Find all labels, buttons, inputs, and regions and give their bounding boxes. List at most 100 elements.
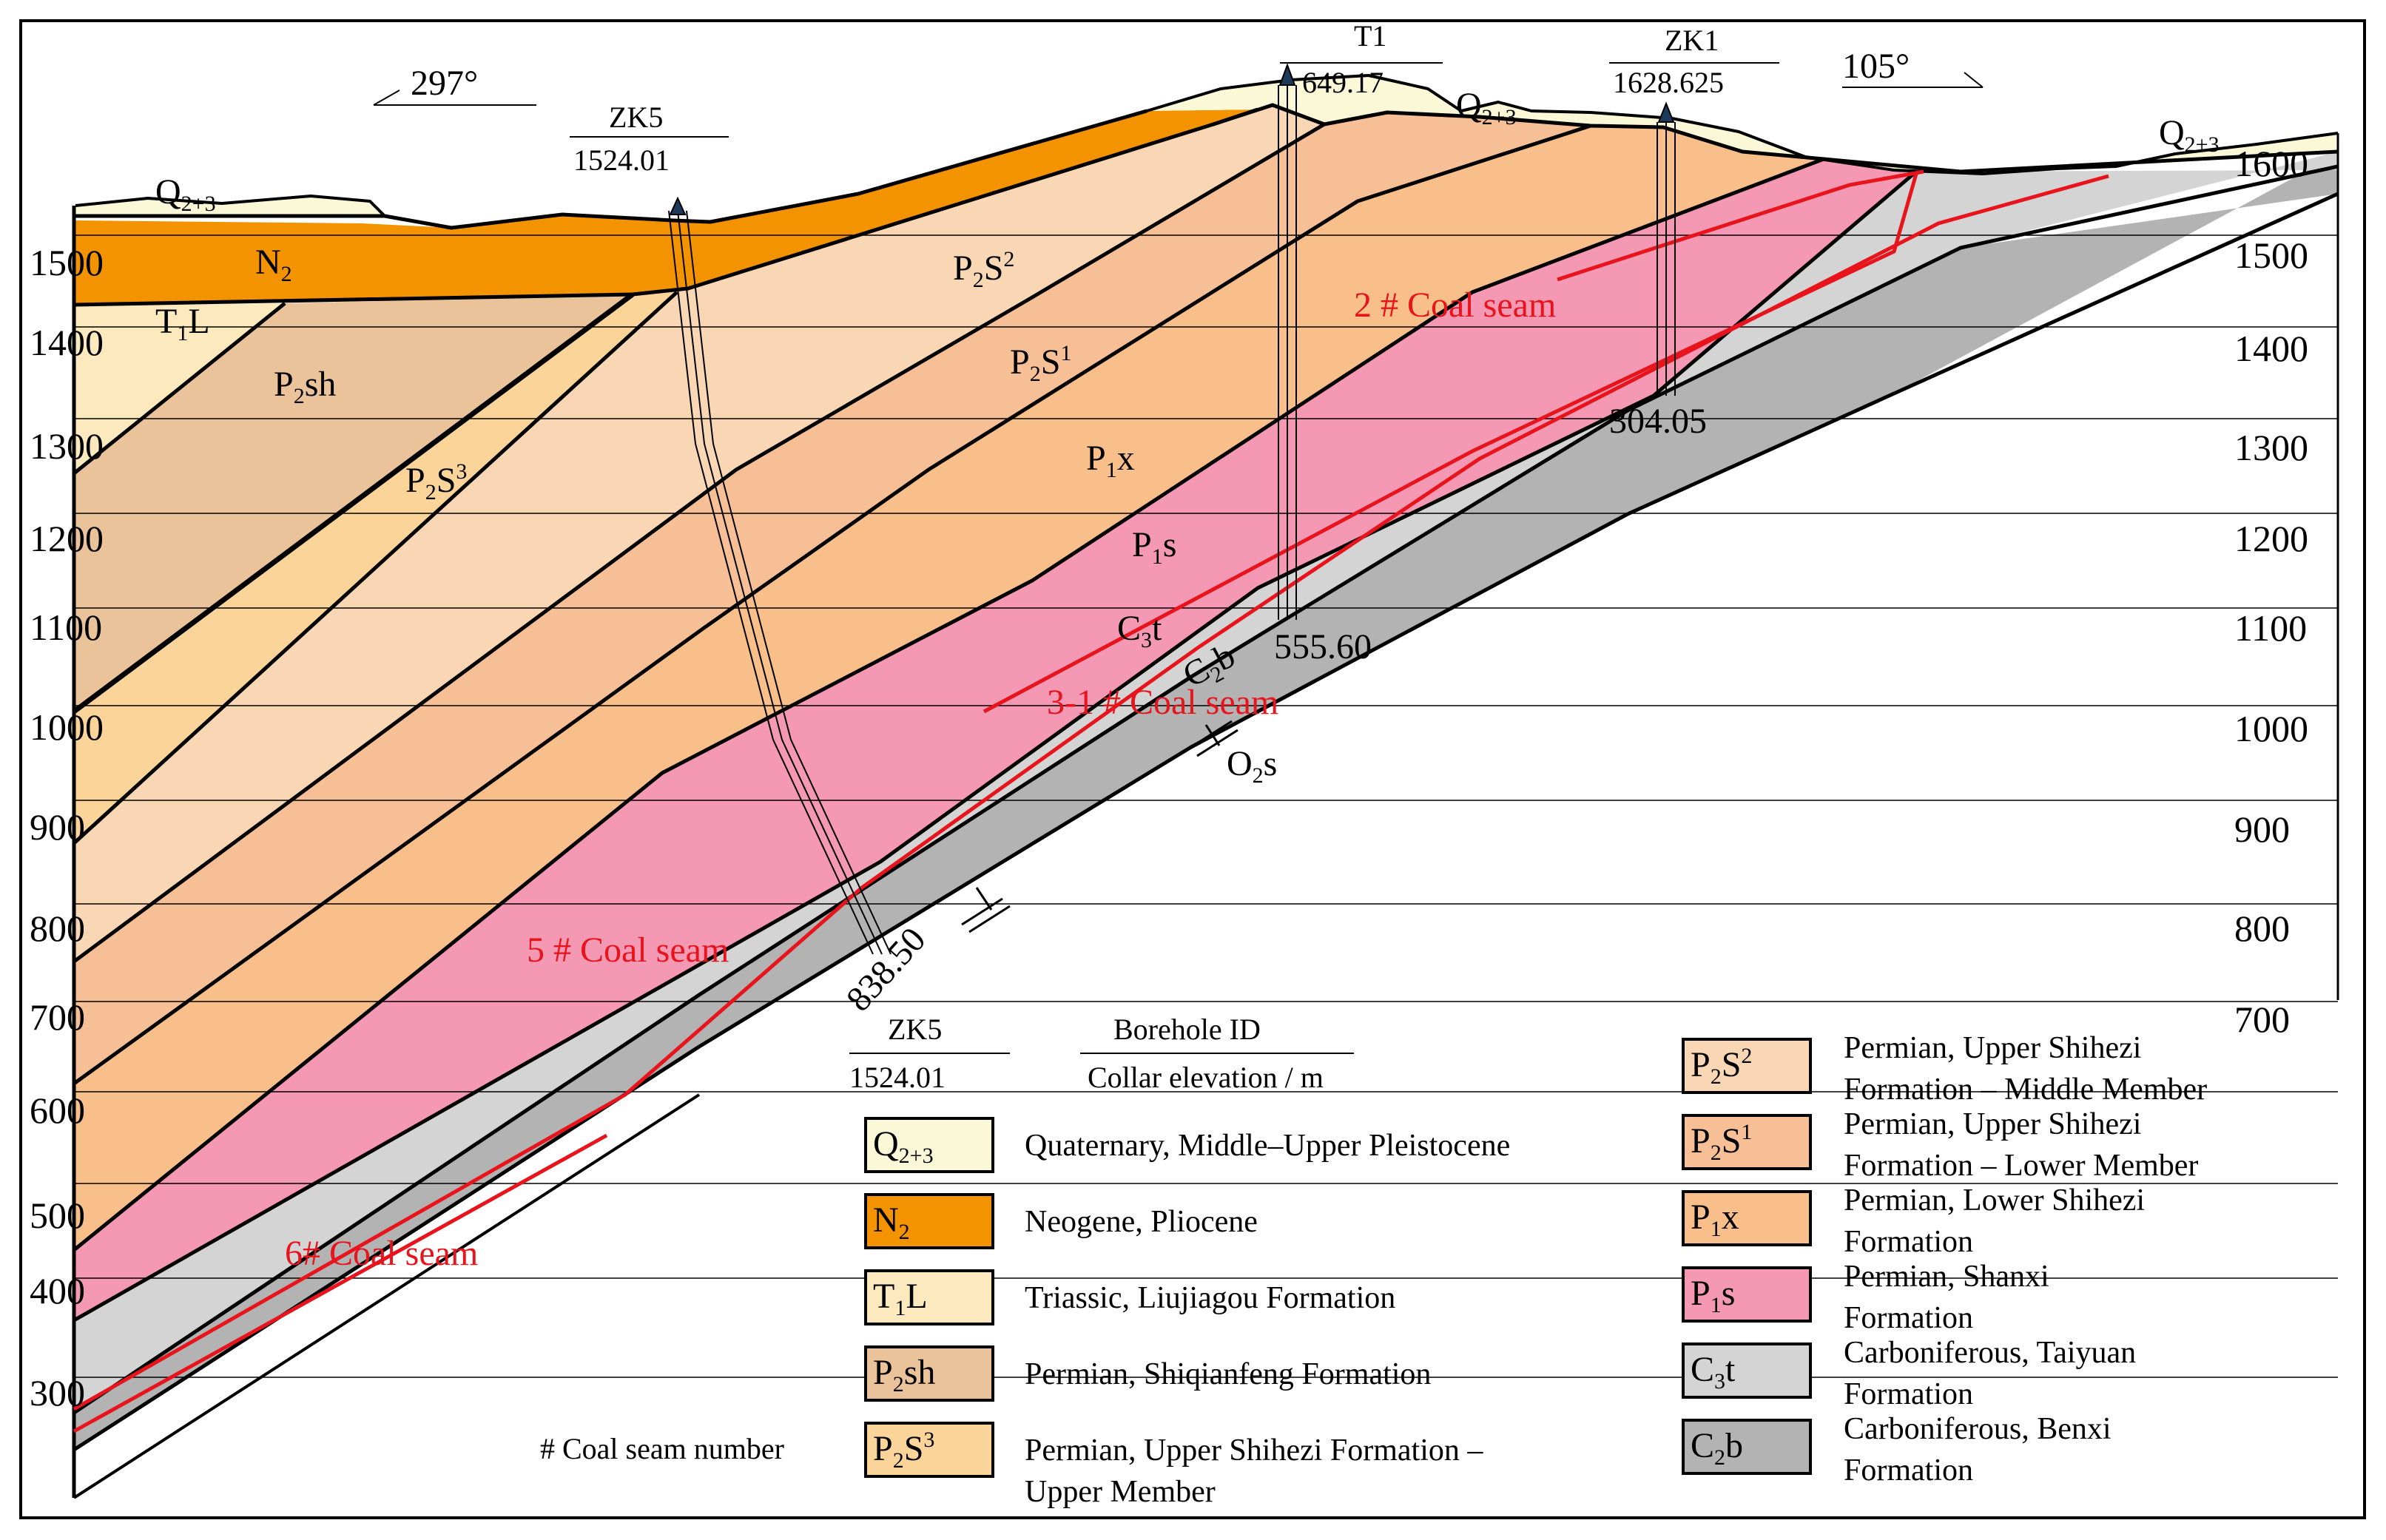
legend-swatch [864, 1345, 994, 1402]
azimuth-right: 105° [1842, 47, 1984, 88]
legend-symbol: P2S1 [1691, 1120, 1752, 1165]
legend-header: ZK5 1524.01 Borehole ID Collar elevation… [540, 1013, 1354, 1465]
t1-header: T1 649.17 555.60 [1274, 19, 1443, 666]
legend-description: Formation [1844, 1225, 1973, 1259]
elev-left: 500 [30, 1195, 85, 1236]
elev-left: 1500 [30, 242, 104, 283]
borehole-zk1 [1657, 101, 1676, 396]
coal-seam-2-label: 2 # Coal seam [1354, 286, 1556, 325]
legend-item-t1l: T1L Triassic, Liujiagou Formation [864, 1269, 1395, 1325]
elev-left: 1400 [30, 322, 104, 363]
legend-swatch [1682, 1114, 1812, 1170]
legend-item-q: Q2+3 Quaternary, Middle–Upper Pleistocene [864, 1117, 1510, 1173]
legend-description: Permian, Shiqianfeng Formation [1025, 1357, 1431, 1391]
stratum-labels: Q2+3 Q2+3 Q2+3 N2 T1L P2sh P2S3 P2S2 P2S… [155, 86, 2220, 788]
legend-description: Formation [1844, 1377, 1973, 1411]
layer-n2 [75, 109, 1258, 305]
zk1-id: ZK1 [1665, 24, 1719, 57]
label-p2s2: P2S2 [953, 247, 1014, 292]
elev-left: 600 [30, 1090, 85, 1131]
elevation-axis-left: 1500 1400 1300 1200 1100 1000 900 800 70… [30, 242, 104, 1414]
label-p2sh: P2sh [274, 365, 336, 408]
legend-item-n2: N2 Neogene, Pliocene [864, 1193, 1258, 1249]
elev-right: 900 [2234, 808, 2290, 850]
borehole-t1 [1278, 63, 1297, 620]
coal-seam-labels: 2 # Coal seam 3-1 # Coal seam 5 # Coal s… [285, 286, 1556, 1273]
coal-seam-31-line [983, 173, 1918, 714]
coal-seam-5-label: 5 # Coal seam [527, 931, 729, 970]
t1-depth: 555.60 [1274, 627, 1372, 666]
legend-symbol: P2sh [873, 1353, 935, 1397]
legend-description: Permian, Lower Shihezi [1844, 1183, 2145, 1218]
legend-description: Neogene, Pliocene [1025, 1205, 1258, 1239]
legend-description: Carboniferous, Taiyuan [1844, 1336, 2136, 1370]
coal-seam-6-label: 6# Coal seam [285, 1234, 478, 1273]
label-q-mid: Q2+3 [1456, 86, 1517, 129]
elevation-gridlines [74, 234, 2338, 1378]
borehole-zk5 [668, 196, 892, 955]
legend-description: Permian, Shanxi [1844, 1260, 2049, 1294]
legend-description: Formation – Lower Member [1844, 1149, 2198, 1183]
legend-symbol: P2S3 [873, 1428, 934, 1473]
legend-symbol: P1x [1691, 1198, 1739, 1241]
legend-swatch [864, 1193, 994, 1249]
legend-item-p2s2: P2S2 Permian, Upper Shihezi Formation – Mi… [1682, 1031, 2207, 1107]
elev-right: 1300 [2234, 427, 2308, 468]
azimuth-left: 297° [373, 64, 536, 106]
legend-swatch [1682, 1190, 1812, 1246]
legend-item-c2b: C2b Carboniferous, Benxi Formation [1682, 1412, 2112, 1487]
zk1-depth: 304.05 [1609, 402, 1707, 441]
fault-marks [961, 720, 1239, 933]
elev-left: 900 [30, 806, 85, 848]
label-p2s3: P2S3 [405, 459, 467, 504]
elev-left: 1300 [30, 425, 104, 467]
elev-right: 1100 [2234, 607, 2307, 649]
label-t1l: T1L [155, 302, 210, 345]
legend-description: Formation [1844, 1453, 1973, 1487]
label-o2s: O2s [1227, 744, 1277, 788]
legend-coal-note: # Coal seam number [540, 1432, 784, 1465]
zk5-id: ZK5 [609, 101, 663, 134]
legend-item-p1s: P1s Permian, Shanxi Formation [1682, 1260, 2049, 1335]
coal-seam-6-line [73, 1133, 608, 1433]
legend-swatch [1682, 1266, 1812, 1323]
legend-sample-id: ZK5 [888, 1013, 942, 1046]
legend-item-p2sh: P2sh Permian, Shiqianfeng Formation [864, 1345, 1431, 1402]
legend-symbol: P2S2 [1691, 1044, 1752, 1089]
coal-seam-5-line [73, 174, 2109, 1411]
strata [72, 63, 2339, 1499]
legend-sample-elev: 1524.01 [849, 1061, 946, 1094]
elev-left: 800 [30, 908, 85, 949]
coal-seam-31-label: 3-1 # Coal seam [1047, 683, 1278, 722]
t1-id: T1 [1354, 19, 1386, 53]
elev-right: 1400 [2234, 328, 2308, 369]
elev-right: 700 [2234, 999, 2290, 1040]
elev-left: 400 [30, 1270, 85, 1311]
label-c3t: C3t [1117, 609, 1162, 652]
legend-symbol: C2b [1691, 1426, 1743, 1470]
legend-swatch [864, 1269, 994, 1325]
legend-description: Formation [1844, 1301, 1973, 1335]
legend-swatch [864, 1117, 994, 1173]
elev-left: 300 [30, 1372, 85, 1414]
layer-p2s2 [74, 105, 1324, 962]
layer-q-left [75, 196, 385, 216]
legend-description: Carboniferous, Benxi [1844, 1412, 2112, 1446]
legend-collar-label: Collar elevation / m [1088, 1061, 1324, 1094]
elev-left: 1200 [30, 518, 104, 559]
legend-description: Quaternary, Middle–Upper Pleistocene [1025, 1129, 1510, 1163]
legend-description: Triassic, Liujiagou Formation [1025, 1281, 1395, 1315]
elevation-axis-right: 1600 1500 1400 1300 1200 1100 1000 900 8… [2234, 143, 2308, 1040]
legend-swatch [1682, 1038, 1812, 1094]
legend-description: Permian, Upper Shihezi [1844, 1107, 2141, 1141]
zk5-collar: 1524.01 [573, 143, 670, 177]
label-p1s: P1s [1132, 525, 1176, 569]
elev-left: 1000 [30, 706, 104, 748]
legend-item-p2s1: P2S1 Permian, Upper Shihezi Formation – Lo… [1682, 1107, 2198, 1183]
legend-item-c3t: C3t Carboniferous, Taiyuan Formation [1682, 1336, 2136, 1411]
legend-left-column: Q2+3 Quaternary, Middle–Upper Pleistocene… [864, 1117, 1510, 1509]
label-q-right: Q2+3 [2159, 113, 2220, 157]
legend-description: Upper Member [1025, 1475, 1216, 1509]
